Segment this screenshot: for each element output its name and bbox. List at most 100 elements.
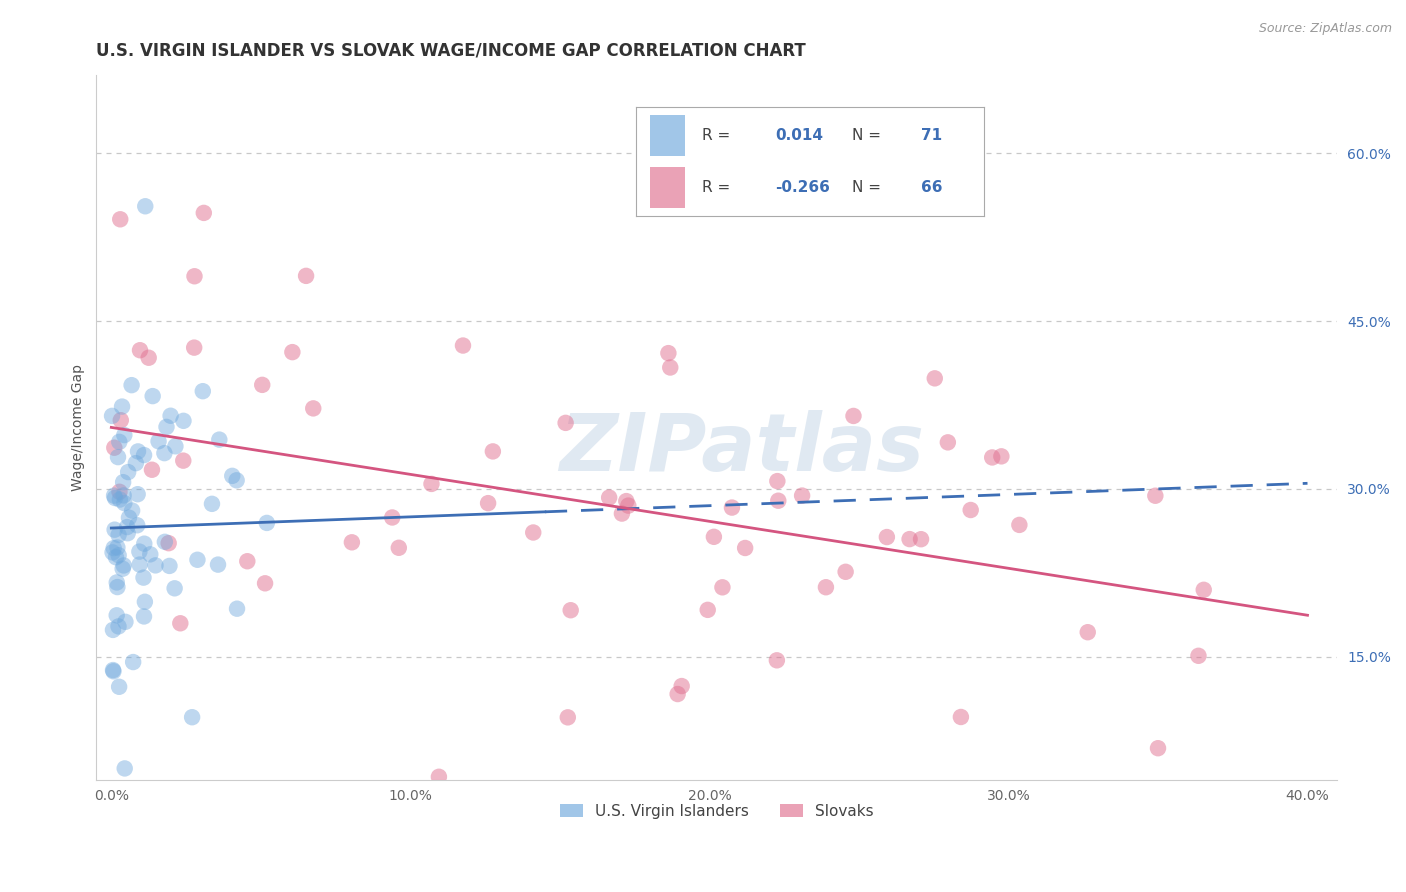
Point [110, 413, 132, 427]
Point [427, 770, 450, 784]
Point [107, 548, 129, 562]
Point [1008, 517, 1031, 532]
Point [703, 530, 725, 544]
Point [148, 434, 170, 449]
Point [1192, 582, 1215, 597]
Point [142, 389, 165, 403]
Point [721, 500, 744, 515]
Point [107, 450, 129, 464]
Point [295, 268, 318, 283]
Point [165, 439, 187, 453]
Y-axis label: Wage/Income Gap: Wage/Income Gap [72, 364, 86, 491]
Point [768, 493, 790, 508]
Point [159, 409, 181, 423]
Point [598, 491, 620, 505]
Point [122, 655, 145, 669]
Point [155, 420, 177, 434]
Point [388, 541, 411, 555]
Point [103, 489, 125, 503]
Point [107, 528, 129, 542]
Point [990, 450, 1012, 464]
Text: ZIPatlas: ZIPatlas [560, 409, 924, 488]
Point [141, 463, 163, 477]
Point [107, 619, 129, 633]
Point [254, 576, 277, 591]
Point [128, 544, 150, 558]
Point [659, 360, 682, 375]
Point [1077, 625, 1099, 640]
Point [101, 663, 124, 677]
Point [111, 400, 134, 414]
Point [696, 603, 718, 617]
Point [134, 595, 156, 609]
Point [172, 414, 194, 428]
Point [110, 212, 132, 227]
Point [103, 441, 125, 455]
Point [610, 507, 633, 521]
Point [118, 510, 141, 524]
Point [172, 453, 194, 467]
Point [208, 433, 231, 447]
Legend: U.S. Virgin Islanders, Slovaks: U.S. Virgin Islanders, Slovaks [554, 797, 880, 825]
Point [117, 465, 139, 479]
Point [108, 680, 131, 694]
Point [666, 687, 689, 701]
Point [153, 534, 176, 549]
Point [153, 446, 176, 460]
Point [159, 558, 181, 573]
Point [103, 665, 125, 679]
Point [101, 409, 124, 423]
Point [614, 494, 637, 508]
Point [183, 269, 205, 284]
Point [201, 497, 224, 511]
Text: Source: ZipAtlas.com: Source: ZipAtlas.com [1258, 22, 1392, 36]
Point [281, 345, 304, 359]
Point [381, 510, 404, 524]
Point [105, 575, 128, 590]
Point [129, 343, 152, 358]
Point [134, 199, 156, 213]
Point [191, 384, 214, 399]
Point [127, 518, 149, 533]
Point [138, 351, 160, 365]
Point [104, 491, 127, 505]
Point [132, 571, 155, 585]
Point [114, 761, 136, 775]
Point [560, 603, 582, 617]
Point [207, 558, 229, 572]
Point [842, 409, 865, 423]
Point [252, 377, 274, 392]
Point [236, 554, 259, 568]
Point [186, 553, 208, 567]
Point [936, 435, 959, 450]
Point [1144, 489, 1167, 503]
Point [477, 496, 499, 510]
Point [115, 520, 138, 534]
Point [134, 537, 156, 551]
Point [101, 545, 124, 559]
Point [226, 601, 249, 615]
Point [766, 474, 789, 488]
Point [766, 653, 789, 667]
Point [876, 530, 898, 544]
Point [112, 496, 135, 510]
Point [121, 378, 143, 392]
Point [169, 616, 191, 631]
Point [127, 487, 149, 501]
Point [105, 580, 128, 594]
Point [101, 623, 124, 637]
Point [183, 341, 205, 355]
Point [898, 532, 921, 546]
Point [834, 565, 856, 579]
Point [671, 679, 693, 693]
Point [157, 536, 180, 550]
Point [734, 541, 756, 555]
Point [104, 523, 127, 537]
Point [132, 448, 155, 462]
Point [145, 558, 167, 573]
Point [125, 456, 148, 470]
Point [103, 541, 125, 555]
Point [451, 338, 474, 352]
Point [522, 525, 544, 540]
Point [117, 526, 139, 541]
